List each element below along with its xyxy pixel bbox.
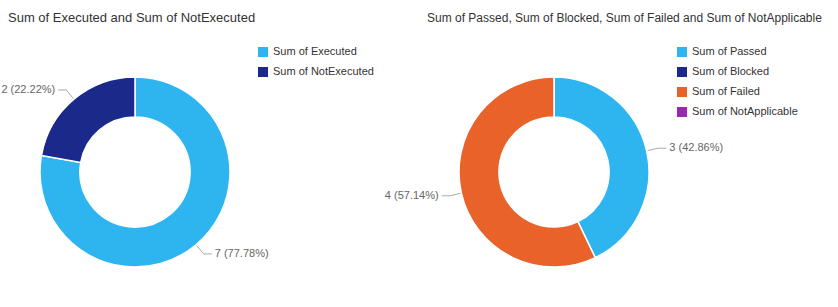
legend-entry: Sum of NotApplicable — [692, 105, 798, 117]
chart-title: Sum of Executed and Sum of NotExecuted — [8, 10, 255, 25]
label-leader — [197, 246, 212, 254]
label-leader — [648, 148, 667, 150]
data-label: 2 (22.22%) — [1, 83, 55, 95]
legend-swatch — [677, 47, 687, 57]
chart-title: Sum of Passed, Sum of Blocked, Sum of Fa… — [427, 11, 822, 25]
data-labels: 3 (42.86%) 4 (57.14%) — [385, 141, 723, 201]
legend-entry: Sum of NotExecuted — [273, 65, 374, 77]
data-label: 3 (42.86%) — [669, 141, 723, 153]
legend-entry: Sum of Passed — [692, 45, 767, 57]
donut-slice — [40, 77, 230, 267]
legend-swatch — [258, 67, 268, 77]
legend-swatch — [258, 47, 268, 57]
donut-panel: Sum of Executed and Sum of NotExecuted 7 … — [1, 10, 373, 267]
data-label: 7 (77.78%) — [215, 247, 269, 259]
legend-entry: Sum of Failed — [692, 85, 760, 97]
data-label: 4 (57.14%) — [385, 189, 439, 201]
data-labels: 7 (77.78%) 2 (22.22%) — [1, 83, 268, 259]
legend-swatch — [677, 67, 687, 77]
legend-swatch — [677, 87, 687, 97]
legend-entry: Sum of Executed — [273, 45, 357, 57]
label-leader — [58, 90, 73, 98]
donut-slices — [459, 77, 649, 267]
donut-slice — [459, 77, 595, 267]
chart-canvas: Sum of Executed and Sum of NotExecuted 7 … — [0, 0, 838, 307]
legend: Sum of Passed Sum of Blocked Sum of Failed… — [677, 45, 798, 117]
donut-panel: Sum of Passed, Sum of Blocked, Sum of Fa… — [385, 11, 822, 267]
legend-entry: Sum of Blocked — [692, 65, 769, 77]
donut-slices — [40, 77, 230, 267]
legend: Sum of Executed Sum of NotExecuted — [258, 45, 374, 77]
label-leader — [442, 193, 461, 195]
donut-slice — [41, 77, 135, 162]
legend-swatch — [677, 107, 687, 117]
